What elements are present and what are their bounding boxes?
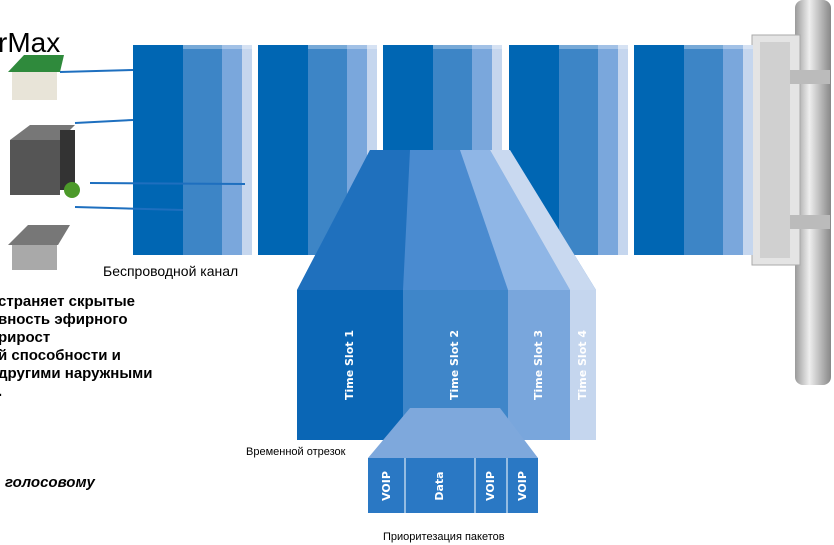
time-slot-label: Time Slot 2: [448, 330, 461, 400]
channel-label: Беспроводной канал: [103, 263, 238, 279]
packet-label: Приоритезация пакетов: [383, 531, 505, 543]
expansion-lightest: [490, 150, 596, 290]
channel-stripe: [242, 45, 252, 255]
pole: [751, 0, 831, 385]
channel-block-top: [308, 45, 377, 49]
channel-block-top: [684, 45, 753, 49]
channel-stripe: [743, 45, 753, 255]
time-slot-label: Time Slot 3: [532, 330, 545, 400]
channel-stripe: [723, 45, 743, 255]
channel-stripe: [559, 45, 598, 255]
packet: [475, 458, 507, 513]
packet-name: VOIP: [380, 471, 393, 501]
channel-stripe: [598, 45, 618, 255]
channel-stripe: [133, 45, 183, 255]
channel-stripe: [258, 45, 308, 255]
buildings: [8, 55, 246, 270]
time-slot-label: Time Slot 4: [576, 330, 589, 400]
time-slot-label: Time Slot 1: [343, 330, 356, 400]
body-line: страняет скрытые: [0, 293, 135, 310]
packet-name: VOIP: [516, 471, 529, 501]
italic-text: голосовому: [5, 474, 96, 491]
channel-block-top: [559, 45, 628, 49]
title: rMax: [0, 27, 60, 58]
packet: [507, 458, 538, 513]
slot: [297, 290, 403, 440]
slot: [570, 290, 596, 440]
body-line: вность эфирного: [0, 311, 128, 328]
channel-stripe: [222, 45, 242, 255]
body-line: й способности и: [0, 347, 121, 364]
packet-name: VOIP: [484, 471, 497, 501]
channel-block-top: [433, 45, 502, 49]
channel-block-top: [183, 45, 252, 49]
body-line: .: [0, 383, 2, 400]
channel-stripe: [183, 45, 222, 255]
slot-label: Временной отрезок: [246, 446, 346, 458]
slot: [508, 290, 570, 440]
channel-stripe: [618, 45, 628, 255]
packet: [405, 458, 475, 513]
packet-expansion: [368, 408, 538, 458]
packet-name: Data: [433, 471, 446, 500]
expansion-light: [460, 150, 570, 290]
body-line: рирост: [0, 329, 50, 346]
packet: [368, 458, 405, 513]
channel-stripe: [684, 45, 723, 255]
channel-stripe: [634, 45, 684, 255]
expansion-dark: [297, 150, 410, 290]
body-line: другими наружными: [0, 365, 153, 382]
